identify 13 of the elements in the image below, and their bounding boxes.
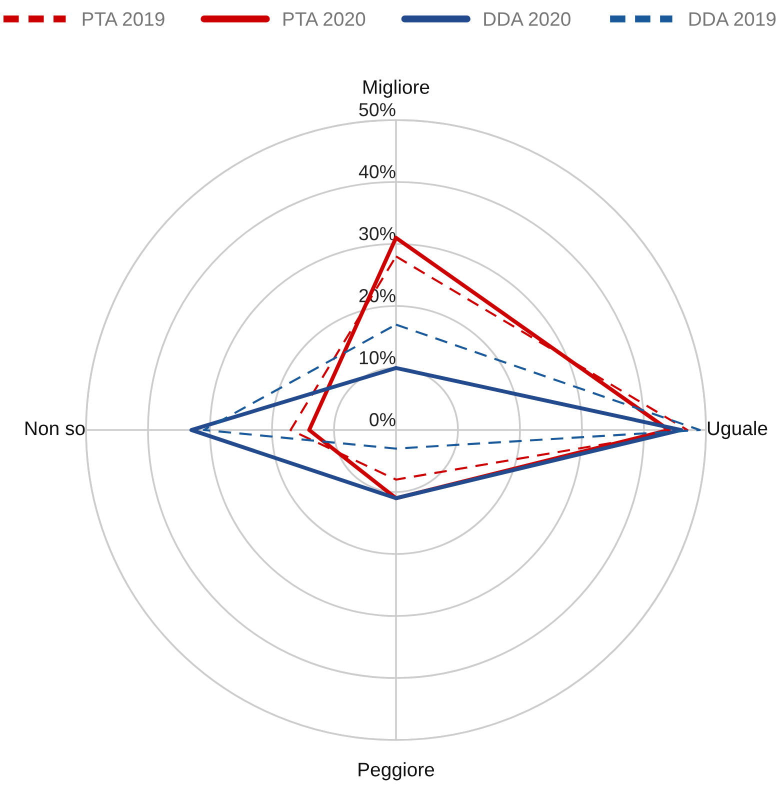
y-tick-label: 50% xyxy=(359,103,396,116)
y-tick-label: 10% xyxy=(360,351,396,364)
legend-label: DDA 2019 xyxy=(689,12,776,26)
legend-label: PTA 2020 xyxy=(284,12,366,26)
spoke-label: Non so xyxy=(26,422,85,436)
y-tick-label: 30% xyxy=(359,227,396,240)
legend-label: PTA 2019 xyxy=(82,12,164,26)
spoke-label: Peggiore xyxy=(358,762,434,780)
spoke-label: Uguale xyxy=(708,420,768,440)
spoke-label: Migliore xyxy=(364,80,430,98)
y-tick-label: 40% xyxy=(358,165,396,178)
legend-label: DDA 2020 xyxy=(484,12,570,26)
y-tick-label: 0% xyxy=(370,413,396,426)
